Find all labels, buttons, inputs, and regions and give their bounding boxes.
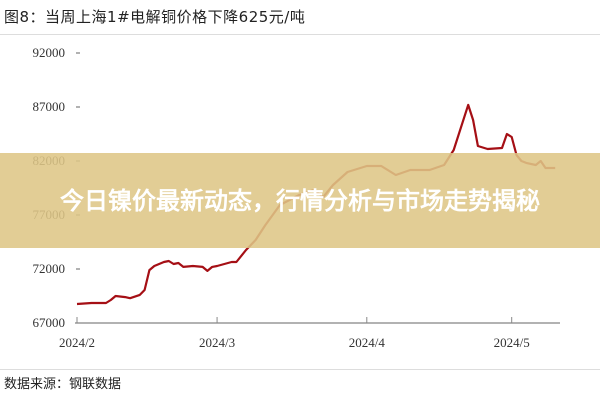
x-tick-label: 2024/3 [199,335,235,350]
title-divider [0,34,600,35]
x-tick-label: 2024/5 [494,335,530,350]
y-tick-label: 72000 [33,261,66,276]
chart-title: 图8：当周上海1#电解铜价格下降625元/吨 [4,8,306,26]
footer-divider [0,369,600,370]
y-tick-label: 92000 [33,45,66,60]
y-tick-label: 87000 [33,99,66,114]
data-source: 数据来源：钢联数据 [4,377,122,392]
x-tick-label: 2024/2 [59,335,95,350]
headline-banner[interactable]: 今日镍价最新动态，行情分析与市场走势揭秘 [0,153,600,248]
headline-text: 今日镍价最新动态，行情分析与市场走势揭秘 [60,186,540,215]
y-tick-label: 67000 [33,315,66,330]
x-tick-label: 2024/4 [349,335,386,350]
